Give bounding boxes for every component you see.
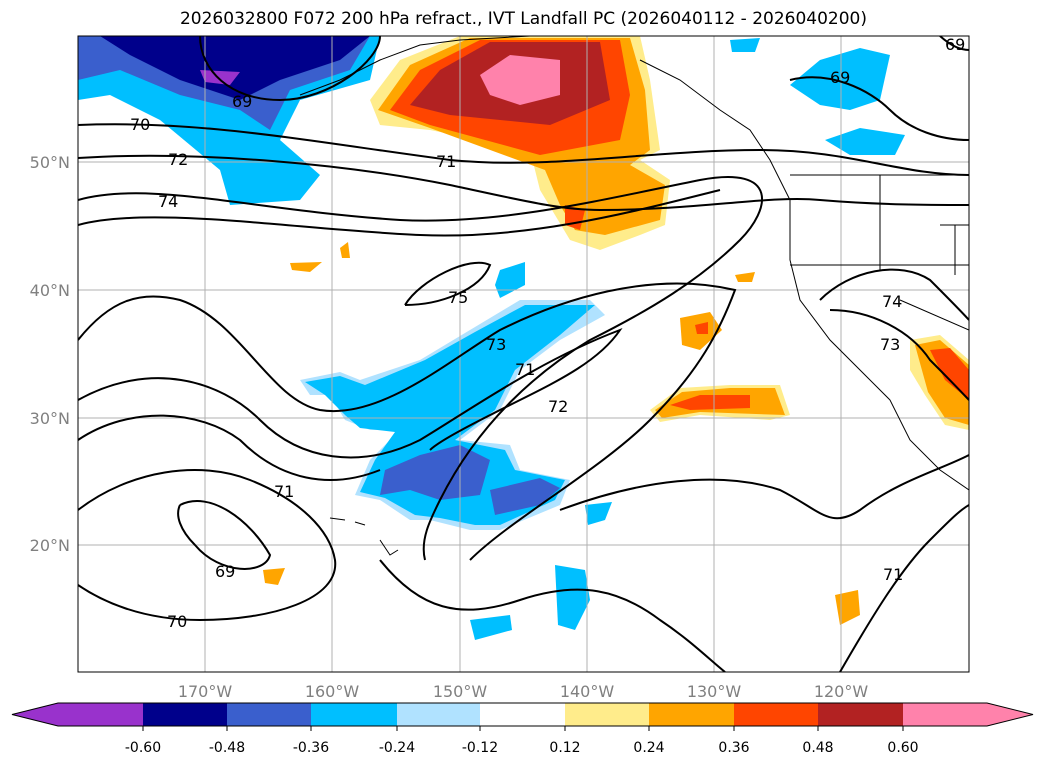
gridlines [78,36,969,672]
contour-label: 74 [882,292,902,311]
colorbar-tick-label: -0.12 [462,740,498,756]
lon-label: 130°W [687,682,742,701]
colorbar-tick-label: -0.60 [125,740,161,756]
contour-label: 69 [830,68,850,87]
colorbar-tick-label: 0.48 [802,740,833,756]
colorbar-segment [734,703,818,726]
colorbar-tick-label: -0.24 [379,740,415,756]
lon-label: 150°W [433,682,488,701]
lon-label: 160°W [305,682,360,701]
contour-label: 70 [130,115,150,134]
lat-label: 50°N [30,153,70,172]
contour-label: 72 [168,150,188,169]
colorbar-segment [143,703,227,726]
lat-label: 40°N [30,281,70,300]
colorbar [11,702,1034,731]
contour-labels: 69 70 72 74 71 75 73 71 72 71 69 70 69 7… [130,35,965,631]
contour-label: 71 [883,565,903,584]
contour-label: 70 [167,612,187,631]
colorbar-segment [565,703,649,726]
colorbar-ticks: -0.60 -0.48 -0.36 -0.24 -0.12 0.12 0.24 … [125,740,919,756]
colorbar-tick-label: 0.12 [549,740,580,756]
contour-label: 72 [548,397,568,416]
contour-label: 71 [274,482,294,501]
colorbar-segment [818,703,903,726]
colorbar-outline [11,702,1034,727]
contour-label: 71 [515,360,535,379]
contour-label: 69 [232,92,252,111]
colorbar-tick-label: 0.36 [718,740,749,756]
lat-labels: 50°N 40°N 30°N 20°N [30,153,70,555]
lon-label: 120°W [814,682,869,701]
lat-label: 30°N [30,409,70,428]
contour-label: 69 [945,35,965,54]
colorbar-extend-low [12,703,143,726]
coastlines [299,36,969,556]
colorbar-segment [480,703,565,726]
colorbar-segment [397,703,480,726]
lat-label: 20°N [30,536,70,555]
contour-label: 73 [880,335,900,354]
colorbar-segment [227,703,311,726]
lon-label: 140°W [560,682,615,701]
colorbar-tick-label: -0.48 [209,740,245,756]
contour-label: 71 [436,152,456,171]
colorbar-tick-label: 0.60 [887,740,918,756]
lon-label: 170°W [178,682,233,701]
colorbar-segment [311,703,397,726]
contour-label: 73 [486,335,506,354]
chart-title: 2026032800 F072 200 hPa refract., IVT La… [179,9,867,29]
colorbar-segment [649,703,734,726]
map-frame [77,35,970,673]
colorbar-extend-high [903,703,1033,726]
colorbar-tick-label: 0.24 [633,740,664,756]
contour-label: 74 [158,192,178,211]
colorbar-tick-label: -0.36 [293,740,329,756]
contour-label: 75 [448,288,468,307]
lon-labels: 170°W 160°W 150°W 140°W 130°W 120°W [178,682,869,701]
contour-lines [78,36,969,672]
contour-label: 69 [215,562,235,581]
shaded-field [78,36,969,640]
